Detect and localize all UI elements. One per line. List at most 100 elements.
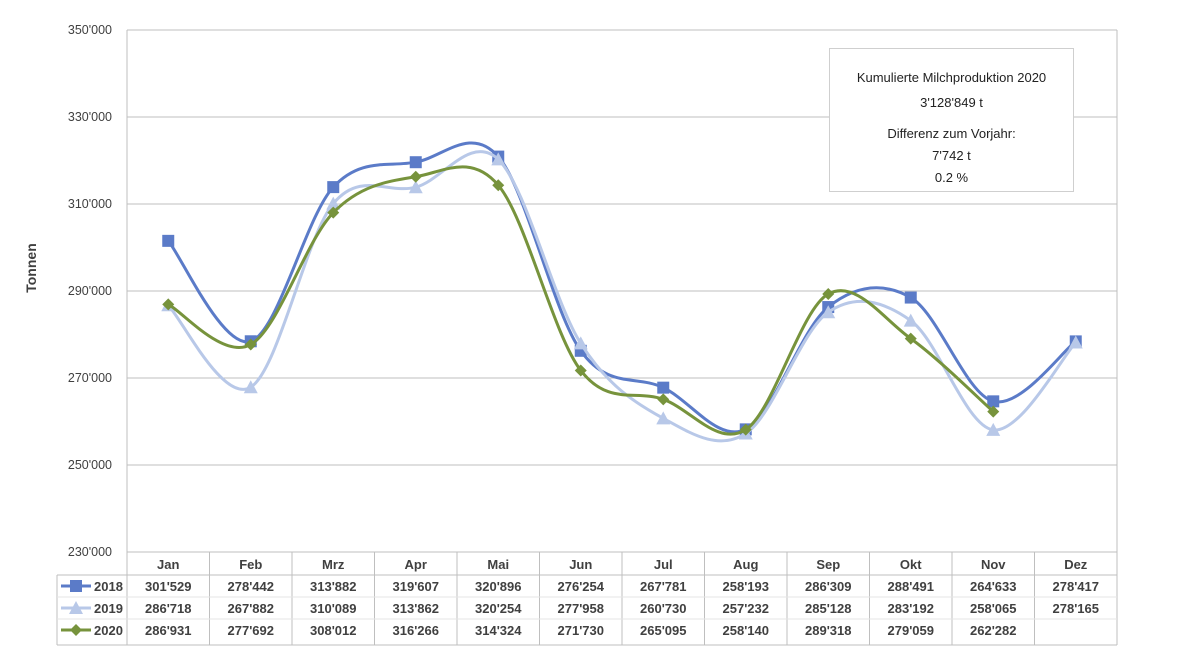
info-total: 3'128'849 t: [920, 95, 983, 110]
data-point-2020-Okt: [904, 332, 917, 345]
data-point-2020-Mrz: [327, 206, 340, 219]
data-point-2019-Mrz: [326, 196, 341, 210]
data-label-2018-Feb: 278'442: [228, 579, 274, 594]
x-tick-label: Aug: [733, 557, 758, 572]
data-label-2020-Nov: 262'282: [970, 623, 1016, 638]
y-tick-label: 270'000: [68, 371, 112, 385]
data-point-2019-Apr: [408, 180, 423, 194]
data-point-2019-Jun: [573, 336, 588, 350]
x-tick-label: Mai: [487, 557, 509, 572]
legend-label-2019: 2019: [94, 601, 123, 616]
data-label-2019-Nov: 258'065: [970, 601, 1016, 616]
data-point-2019-Sep: [821, 305, 836, 319]
data-label-2018-Apr: 319'607: [393, 579, 439, 594]
data-point-2019-Mai: [491, 152, 506, 166]
y-tick-label: 350'000: [68, 23, 112, 37]
data-point-2018-Apr: [409, 156, 422, 169]
data-label-2018-Jan: 301'529: [145, 579, 191, 594]
data-point-2020-Feb: [244, 338, 257, 351]
data-point-2020-Mai: [492, 179, 505, 192]
data-point-2019-Jul: [656, 411, 671, 425]
legend-marker-2019: [69, 601, 83, 614]
series-2019: [161, 150, 1083, 443]
data-point-2020-Jul: [657, 393, 670, 406]
data-label-2019-Jun: 277'958: [558, 601, 604, 616]
data-label-2020-Mai: 314'324: [475, 623, 522, 638]
data-label-2020-Jul: 265'095: [640, 623, 686, 638]
data-label-2020-Apr: 316'266: [393, 623, 439, 638]
data-point-2018-Mrz: [327, 181, 340, 194]
x-tick-label: Mrz: [322, 557, 345, 572]
legend-label-2018: 2018: [94, 579, 123, 594]
data-point-2020-Sep: [822, 287, 835, 300]
data-label-2018-Dez: 278'417: [1053, 579, 1099, 594]
data-label-2019-Mai: 320'254: [475, 601, 522, 616]
data-label-2018-Aug: 258'193: [723, 579, 769, 594]
x-tick-label: Jul: [654, 557, 673, 572]
series-2020: [162, 165, 1000, 436]
data-point-2018-Nov: [987, 395, 1000, 408]
data-label-2019-Sep: 285'128: [805, 601, 851, 616]
info-diff-pct: 0.2 %: [934, 170, 969, 185]
info-box: Kumulierte Milchproduktion 2020 3'128'84…: [829, 48, 1074, 192]
data-label-2019-Apr: 313'862: [393, 601, 439, 616]
x-tick-label: Jan: [157, 557, 179, 572]
x-tick-label: Nov: [981, 557, 1006, 572]
data-point-2019-Feb: [243, 380, 258, 394]
data-point-2018-Jan: [162, 234, 175, 247]
y-tick-label: 250'000: [68, 458, 112, 472]
data-point-2019-Okt: [903, 313, 918, 327]
data-point-2020-Jan: [162, 298, 175, 311]
series-line-2019: [167, 150, 1077, 443]
data-label-2020-Aug: 258'140: [723, 623, 769, 638]
data-point-2019-Nov: [986, 422, 1001, 436]
data-label-2019-Jan: 286'718: [145, 601, 191, 616]
data-label-2019-Okt: 283'192: [888, 601, 934, 616]
legend-marker-2020: [70, 624, 82, 636]
data-label-2018-Mrz: 313'882: [310, 579, 356, 594]
data-label-2020-Feb: 277'692: [228, 623, 274, 638]
y-tick-label: 290'000: [68, 284, 112, 298]
data-label-2020-Jan: 286'931: [145, 623, 191, 638]
data-label-2019-Aug: 257'232: [723, 601, 769, 616]
data-label-2018-Nov: 264'633: [970, 579, 1016, 594]
data-label-2019-Jul: 260'730: [640, 601, 686, 616]
y-axis-label: Tonnen: [23, 243, 39, 293]
info-diff-label: Differenz zum Vorjahr:: [887, 126, 1016, 141]
data-label-2019-Mrz: 310'089: [310, 601, 356, 616]
x-tick-label: Feb: [239, 557, 262, 572]
data-label-2018-Jul: 267'781: [640, 579, 686, 594]
y-tick-labels: 230'000 250'000 270'000 290'000 310'000 330'0…: [68, 23, 112, 559]
data-label-2020-Okt: 279'059: [888, 623, 934, 638]
x-tick-label: Dez: [1064, 557, 1088, 572]
data-point-2020-Apr: [409, 170, 422, 183]
data-table: Jan Feb Mrz Apr Mai Jun Jul Aug Sep Okt Nov Dez 2018…: [56, 552, 1118, 646]
data-point-2020-Jun: [574, 364, 587, 377]
y-tick-label: 330'000: [68, 110, 112, 124]
data-label-2019-Feb: 267'882: [228, 601, 274, 616]
data-label-2018-Jun: 276'254: [558, 579, 605, 594]
legend-marker-2018: [70, 580, 82, 592]
data-point-2019-Dez: [1068, 335, 1083, 349]
data-label-2018-Mai: 320'896: [475, 579, 521, 594]
data-label-2020-Sep: 289'318: [805, 623, 851, 638]
x-tick-label: Sep: [816, 557, 840, 572]
x-tick-label: Apr: [405, 557, 427, 572]
data-label-2018-Okt: 288'491: [888, 579, 934, 594]
data-point-2020-Aug: [739, 423, 752, 436]
x-tick-label: Okt: [900, 557, 922, 572]
info-diff-value: 7'742 t: [932, 148, 971, 163]
x-tick-label: Jun: [569, 557, 592, 572]
data-point-2020-Nov: [987, 405, 1000, 418]
data-label-2020-Jun: 271'730: [558, 623, 604, 638]
data-point-2018-Okt: [904, 291, 917, 304]
legend-label-2020: 2020: [94, 623, 123, 638]
data-label-2018-Sep: 286'309: [805, 579, 851, 594]
y-tick-label: 310'000: [68, 197, 112, 211]
series-lines: [161, 141, 1083, 443]
info-title: Kumulierte Milchproduktion 2020: [856, 70, 1047, 85]
y-tick-label: 230'000: [68, 545, 112, 559]
data-label-2019-Dez: 278'165: [1053, 601, 1099, 616]
data-label-2020-Mrz: 308'012: [310, 623, 356, 638]
